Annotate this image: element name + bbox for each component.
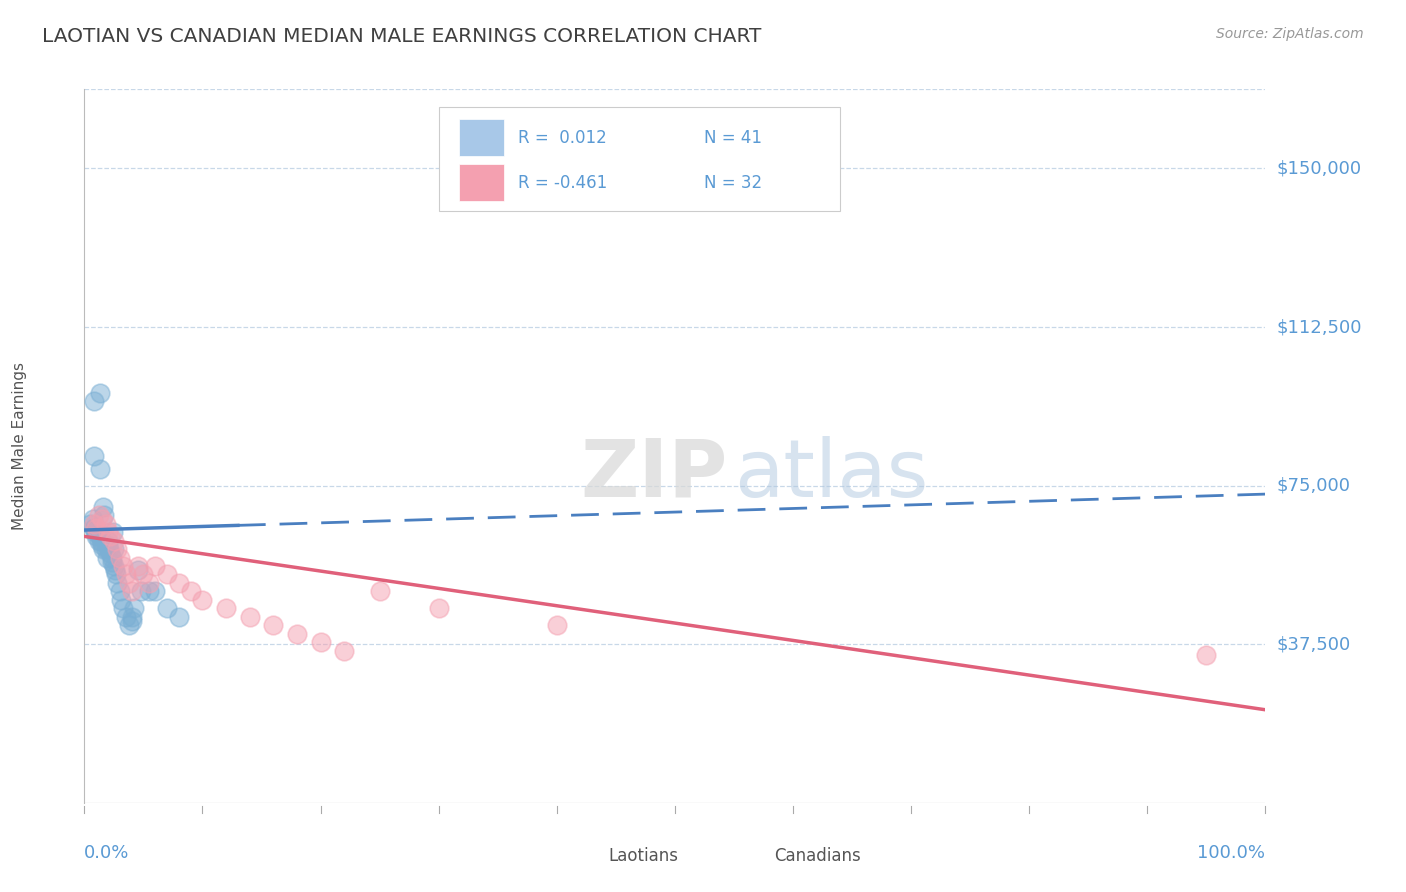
Point <box>98 542 121 557</box>
Bar <box>740 846 766 867</box>
Bar <box>458 164 503 202</box>
Text: Canadians: Canadians <box>775 847 860 865</box>
Text: R = -0.461: R = -0.461 <box>517 174 607 192</box>
Point <box>98 529 121 543</box>
Point <box>156 567 179 582</box>
Point <box>546 618 568 632</box>
Text: ZIP: ZIP <box>581 435 728 514</box>
Point <box>118 575 141 590</box>
Bar <box>458 120 503 156</box>
Text: $75,000: $75,000 <box>1277 476 1351 495</box>
Point <box>129 584 152 599</box>
Point <box>143 584 166 599</box>
Text: Laotians: Laotians <box>609 847 679 865</box>
Point <box>138 575 160 590</box>
Text: 0.0%: 0.0% <box>84 845 129 863</box>
Point <box>84 529 107 543</box>
Point <box>91 538 114 552</box>
Text: N = 32: N = 32 <box>704 174 762 192</box>
Point <box>167 609 190 624</box>
Text: R =  0.012: R = 0.012 <box>517 128 606 146</box>
Point <box>89 385 111 400</box>
Point <box>107 542 129 557</box>
Point <box>87 508 110 523</box>
Point <box>309 635 332 649</box>
Point <box>103 533 125 548</box>
Point <box>83 394 105 409</box>
Point <box>89 461 111 475</box>
Point <box>368 584 391 599</box>
Point <box>104 563 127 577</box>
Point <box>108 584 131 599</box>
Point <box>101 525 124 540</box>
Point <box>114 567 136 582</box>
Point <box>167 575 190 590</box>
Point <box>83 516 105 531</box>
Point <box>112 601 135 615</box>
Point <box>156 601 179 615</box>
Point <box>83 449 105 463</box>
Point <box>91 500 114 514</box>
Point <box>138 584 160 599</box>
Point <box>191 592 214 607</box>
Point <box>89 529 111 543</box>
Point <box>93 508 115 523</box>
Point <box>122 601 145 615</box>
Point <box>118 618 141 632</box>
Point <box>132 567 155 582</box>
Text: LAOTIAN VS CANADIAN MEDIAN MALE EARNINGS CORRELATION CHART: LAOTIAN VS CANADIAN MEDIAN MALE EARNINGS… <box>42 27 762 45</box>
Point <box>94 516 117 531</box>
Point <box>427 601 450 615</box>
Point <box>84 525 107 540</box>
Point <box>215 601 238 615</box>
Point <box>333 643 356 657</box>
Point <box>121 614 143 628</box>
Point <box>121 609 143 624</box>
Point <box>110 592 132 607</box>
Point <box>262 618 284 632</box>
Point <box>96 550 118 565</box>
Point <box>103 559 125 574</box>
Point <box>239 609 262 624</box>
Point <box>100 555 122 569</box>
Text: $37,500: $37,500 <box>1277 635 1351 653</box>
Text: $112,500: $112,500 <box>1277 318 1362 336</box>
Point <box>127 563 149 577</box>
Point <box>79 516 101 531</box>
Point <box>97 538 120 552</box>
Point <box>97 533 120 548</box>
Point <box>90 533 112 548</box>
Point <box>91 512 114 526</box>
Point <box>105 567 128 582</box>
Point <box>121 584 143 599</box>
Point <box>84 521 107 535</box>
Point <box>107 575 129 590</box>
Text: Source: ZipAtlas.com: Source: ZipAtlas.com <box>1216 27 1364 41</box>
Point <box>143 559 166 574</box>
Bar <box>575 846 600 867</box>
Point <box>94 542 117 557</box>
Point <box>114 609 136 624</box>
Text: N = 41: N = 41 <box>704 128 762 146</box>
Text: 100.0%: 100.0% <box>1198 845 1265 863</box>
Point <box>82 512 104 526</box>
Point <box>127 559 149 574</box>
Point <box>91 542 114 557</box>
Point <box>112 559 135 574</box>
Point <box>103 542 125 557</box>
Point <box>84 521 107 535</box>
Point <box>108 550 131 565</box>
Point <box>83 521 105 535</box>
Text: Median Male Earnings: Median Male Earnings <box>11 362 27 530</box>
Point <box>100 550 122 565</box>
Point <box>180 584 202 599</box>
Point <box>98 546 121 560</box>
Text: atlas: atlas <box>734 435 928 514</box>
Text: $150,000: $150,000 <box>1277 160 1361 178</box>
Point <box>285 626 308 640</box>
Point <box>1195 648 1218 662</box>
FancyBboxPatch shape <box>439 107 841 211</box>
Point <box>97 525 120 540</box>
Point <box>87 533 110 548</box>
